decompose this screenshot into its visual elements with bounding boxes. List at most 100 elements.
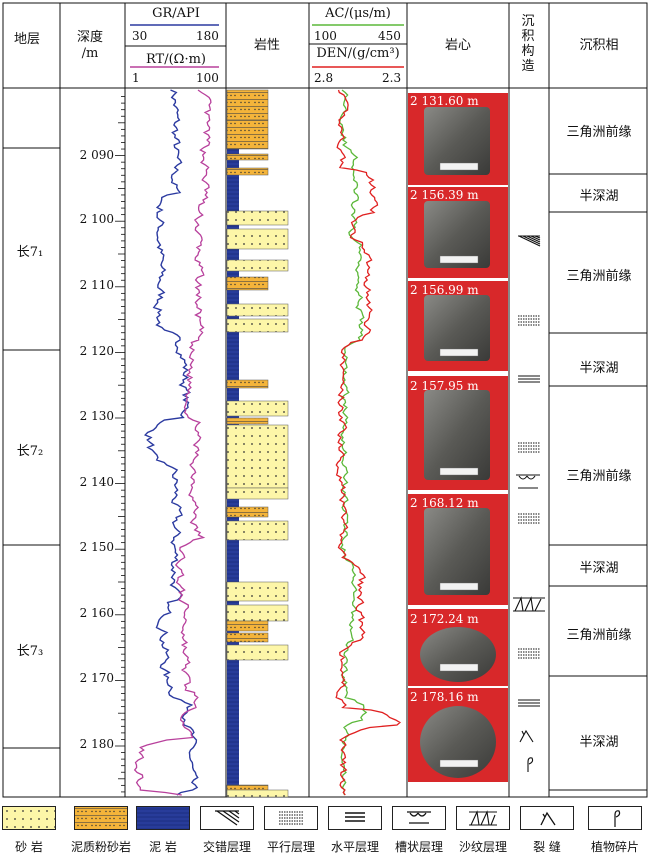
den-curve [335,89,402,796]
legend-plant-fragment: 植物碎片 [582,806,648,855]
header-gr-min: 30 [132,29,148,43]
parallel-bedding-icon [518,513,540,524]
core-photo [420,706,496,778]
core-depth-label: 2 156.99 m [410,283,479,297]
depth-tick-label: 2 140 [79,475,114,489]
core-depth-label: 2 172.24 m [410,612,479,626]
silty-mudstone-swatch [74,806,128,830]
legend-label: 泥质粉砂岩 [70,840,131,854]
cross-bedding-icon [518,235,541,247]
core-scale-bar [439,162,479,171]
legend-trough-bedding: 槽状层理 [390,806,448,855]
header-gr-max: 180 [196,29,219,43]
ripple-bedding-icon [456,806,510,830]
core-photo [420,627,496,682]
header-ac-min: 100 [314,29,337,43]
core-scale-bar [439,467,479,476]
sandstone-bed [226,228,289,250]
header-rt-min: 1 [132,71,140,85]
legend-label: 平行层理 [266,840,315,854]
symbol-line [518,475,536,480]
core-photo [424,508,490,595]
sandstone-bed [226,789,289,798]
sandstone-bed [226,644,289,661]
sandstone-swatch [2,806,56,830]
symbol-line [534,235,541,239]
depth-tick-label: 2 180 [79,737,114,751]
cross-bedding-icon [200,806,254,830]
strata-label: 长7₁ [16,245,44,260]
sandstone-bed [226,424,289,489]
legend-label: 交错层理 [202,840,251,854]
legend-label: 植物碎片 [590,840,639,854]
parallel-bedding-icon [518,315,540,326]
symbol-line [526,235,541,243]
sandstone-bed [226,400,289,417]
sandstone-bed [226,581,289,602]
symbol-line [518,235,541,247]
sandstone-bed [226,520,289,541]
sandstone-bed [226,303,289,317]
header-den-max: 2.3 [382,71,402,85]
header-depth: 深度 [76,30,103,45]
sandstone-bed [226,318,289,333]
horizontal-bedding-icon [328,806,382,830]
mudstone-swatch [136,806,190,830]
header-rt-max: 100 [196,71,219,85]
legend-label: 泥 岩 [149,840,177,854]
trough-bedding-icon [392,806,446,830]
depth-tick-label: 2 150 [79,540,114,554]
sandstone-bed [226,604,289,622]
fracture-icon [519,729,534,743]
silty-mudstone-bed [226,620,269,632]
silty-mudstone-bed [226,119,269,150]
legend-parallel-bedding: 平行层理 [262,806,320,855]
legend-sandstone: 砂 岩 [0,806,58,855]
symbol-line [530,235,541,241]
symbol-line [519,729,534,743]
header-rt: RT/(Ω·m) [146,52,206,67]
legend-silty-mudstone: 泥质粉砂岩 [64,806,138,855]
symbol-line [522,235,541,245]
facies-label: 三角洲前缘 [566,469,632,484]
plant-fragment-icon [527,757,534,772]
header-gr: GR/API [152,6,200,21]
depth-tick-label: 2 110 [79,278,114,292]
silty-mudstone-bed [226,784,269,791]
silty-mudstone-bed [226,167,269,176]
gr-curve [143,89,199,796]
facies-label: 三角洲前缘 [566,269,632,284]
core-photo [424,390,490,480]
core-photo [424,201,490,268]
legend-label: 裂 缝 [533,840,561,854]
ripple-bedding-icon [513,596,545,612]
trough-bedding-icon [516,474,540,489]
legend-label: 水平层理 [330,840,379,854]
depth-tick-label: 2 130 [79,409,114,423]
legend-fracture: 裂 缝 [518,806,576,855]
sandstone-bed [226,210,289,226]
core-depth-label: 2 131.60 m [410,94,479,108]
symbol-line [514,596,542,612]
sandstone-bed [226,487,289,500]
facies-label: 半深湖 [579,561,619,576]
core-scale-bar [439,663,479,672]
depth-tick-label: 2 090 [79,148,114,162]
silty-mudstone-bed [226,379,269,389]
header-den: DEN/(g/cm³) [316,46,400,61]
core-scale-bar [439,255,479,264]
core-photo [424,295,490,361]
core-depth-label: 2 157.95 m [410,379,479,393]
depth-tick-label: 2 100 [79,212,114,226]
header-core: 岩心 [444,38,471,53]
parallel-bedding-icon [518,648,540,659]
legend-label: 槽状层理 [394,840,443,854]
header-facies: 沉积相 [579,38,619,53]
silty-mudstone-bed [226,417,269,425]
facies-label: 三角洲前缘 [566,125,632,140]
header-ac-max: 450 [378,29,401,43]
parallel-bedding-icon [518,442,540,453]
fracture-icon [520,806,574,830]
